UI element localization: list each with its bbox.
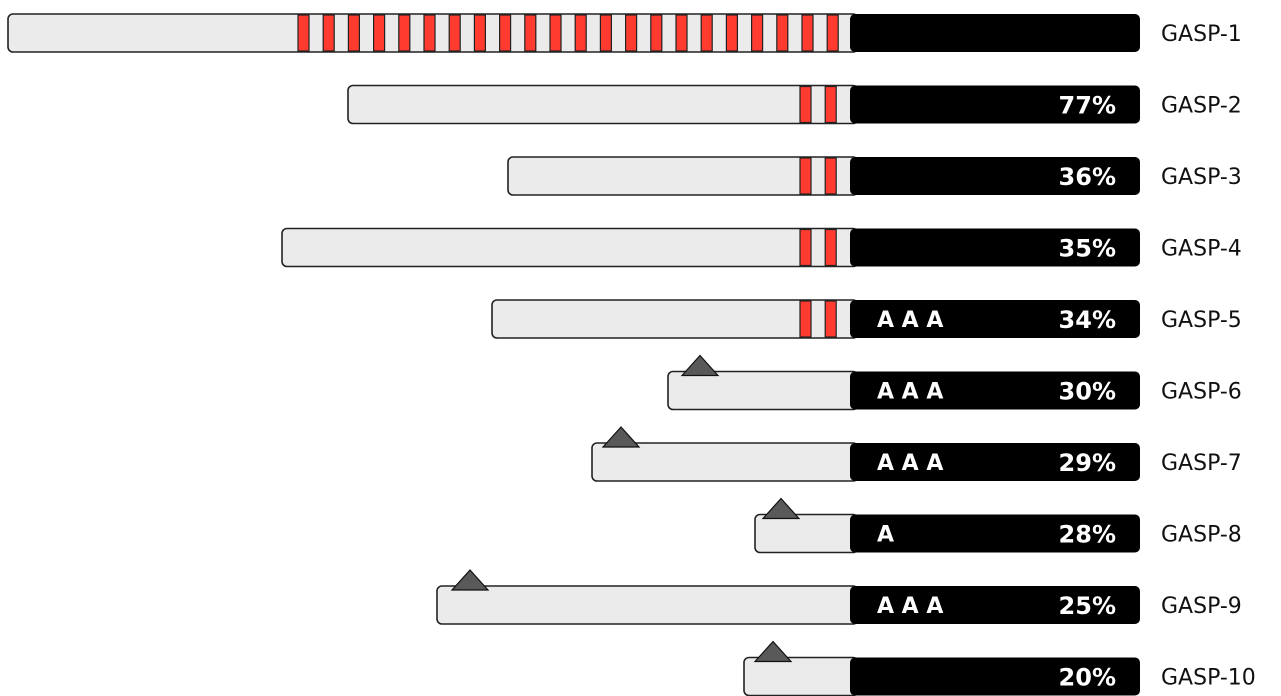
repeat-stripe: [824, 157, 837, 195]
conserved-region: [850, 657, 1140, 696]
domain-row: A A A 25% GASP-9: [436, 569, 1242, 625]
repeat-stripe: [398, 14, 411, 52]
protein-name: GASP-1: [1161, 22, 1242, 47]
repeat-stripe: [750, 14, 764, 52]
repeat-stripe: [799, 85, 812, 124]
repeat-stripe: [799, 157, 812, 195]
repeat-stripe: [799, 228, 812, 267]
repeat-stripe: [725, 14, 739, 52]
repeat-stripe: [801, 14, 814, 52]
repeat-stripe: [650, 14, 663, 52]
domain-row: A 28% GASP-8: [754, 497, 1242, 554]
identity-percent: 28%: [1059, 521, 1116, 549]
conserved-region: [850, 371, 1140, 410]
domain-row: A A A 29% GASP-7: [591, 426, 1242, 482]
protein-name: GASP-8: [1161, 523, 1242, 548]
triangle-marker-icon: [680, 354, 720, 377]
identity-percent: 29%: [1059, 449, 1116, 477]
repeat-stripe: [347, 14, 360, 52]
repeat-stripe: [826, 14, 839, 52]
protein-name: GASP-9: [1161, 594, 1242, 619]
repeat-stripe: [574, 14, 587, 52]
conserved-region: [850, 14, 1140, 52]
a-marks-label: A: [877, 523, 894, 548]
conserved-region: [850, 300, 1140, 338]
conserved-region: [850, 85, 1140, 124]
a-marks-label: A A A: [877, 594, 943, 619]
identity-percent: 20%: [1059, 664, 1116, 692]
conserved-region: [850, 586, 1140, 624]
protein-name: GASP-3: [1161, 165, 1242, 190]
repeat-stripe: [373, 14, 386, 52]
repeat-stripe: [824, 228, 837, 267]
repeat-stripe: [473, 14, 486, 52]
conserved-region: [850, 514, 1140, 553]
identity-percent: 25%: [1059, 592, 1116, 620]
conserved-region: [850, 228, 1140, 267]
repeat-stripe: [824, 85, 837, 124]
domain-row: 35% GASP-4: [281, 227, 1242, 268]
repeat-stripe: [624, 14, 638, 52]
identity-percent: 34%: [1059, 306, 1116, 334]
conserved-region: [850, 443, 1140, 481]
domain-row: A A A 30% GASP-6: [667, 354, 1242, 411]
domain-row: 77% GASP-2: [347, 84, 1242, 125]
protein-name: GASP-6: [1161, 380, 1242, 405]
variable-region: [591, 442, 859, 482]
triangle-marker-icon: [753, 640, 793, 663]
variable-region: [436, 585, 859, 625]
repeat-stripe: [799, 300, 812, 338]
identity-percent: 77%: [1059, 92, 1116, 120]
repeat-stripe: [423, 14, 436, 52]
protein-name: GASP-4: [1161, 237, 1242, 262]
repeat-stripe: [297, 14, 310, 52]
domain-row: 20% GASP-10: [743, 640, 1256, 696]
repeat-stripe: [448, 14, 461, 52]
variable-region: [743, 656, 859, 696]
protein-name: GASP-7: [1161, 451, 1242, 476]
triangle-marker-icon: [450, 569, 490, 591]
identity-percent: 36%: [1059, 163, 1116, 191]
variable-region: [667, 370, 859, 411]
repeat-stripe: [322, 14, 335, 52]
protein-name: GASP-5: [1161, 308, 1242, 333]
domain-row: A A A 34% GASP-5: [491, 299, 1242, 339]
repeat-stripe: [599, 14, 613, 52]
protein-name: GASP-2: [1161, 94, 1242, 119]
identity-percent: 30%: [1059, 378, 1116, 406]
repeat-stripe: [499, 14, 512, 52]
protein-name: GASP-10: [1161, 666, 1256, 691]
domain-row: 36% GASP-3: [507, 156, 1242, 196]
a-marks-label: A A A: [877, 308, 943, 333]
repeat-stripe: [549, 14, 562, 52]
domain-row: GASP-1: [7, 13, 1242, 53]
variable-region: [754, 513, 859, 554]
variable-region: [347, 84, 859, 125]
variable-region: [281, 227, 859, 268]
repeat-stripe: [700, 14, 713, 52]
conserved-region: [850, 157, 1140, 195]
repeat-stripe: [824, 300, 837, 338]
a-marks-label: A A A: [877, 451, 943, 476]
identity-percent: 35%: [1059, 235, 1116, 263]
repeat-stripe: [524, 14, 537, 52]
triangle-marker-icon: [761, 497, 801, 520]
a-marks-label: A A A: [877, 380, 943, 405]
repeat-stripe: [675, 14, 688, 52]
triangle-marker-icon: [601, 426, 641, 448]
repeat-stripe: [776, 14, 789, 52]
